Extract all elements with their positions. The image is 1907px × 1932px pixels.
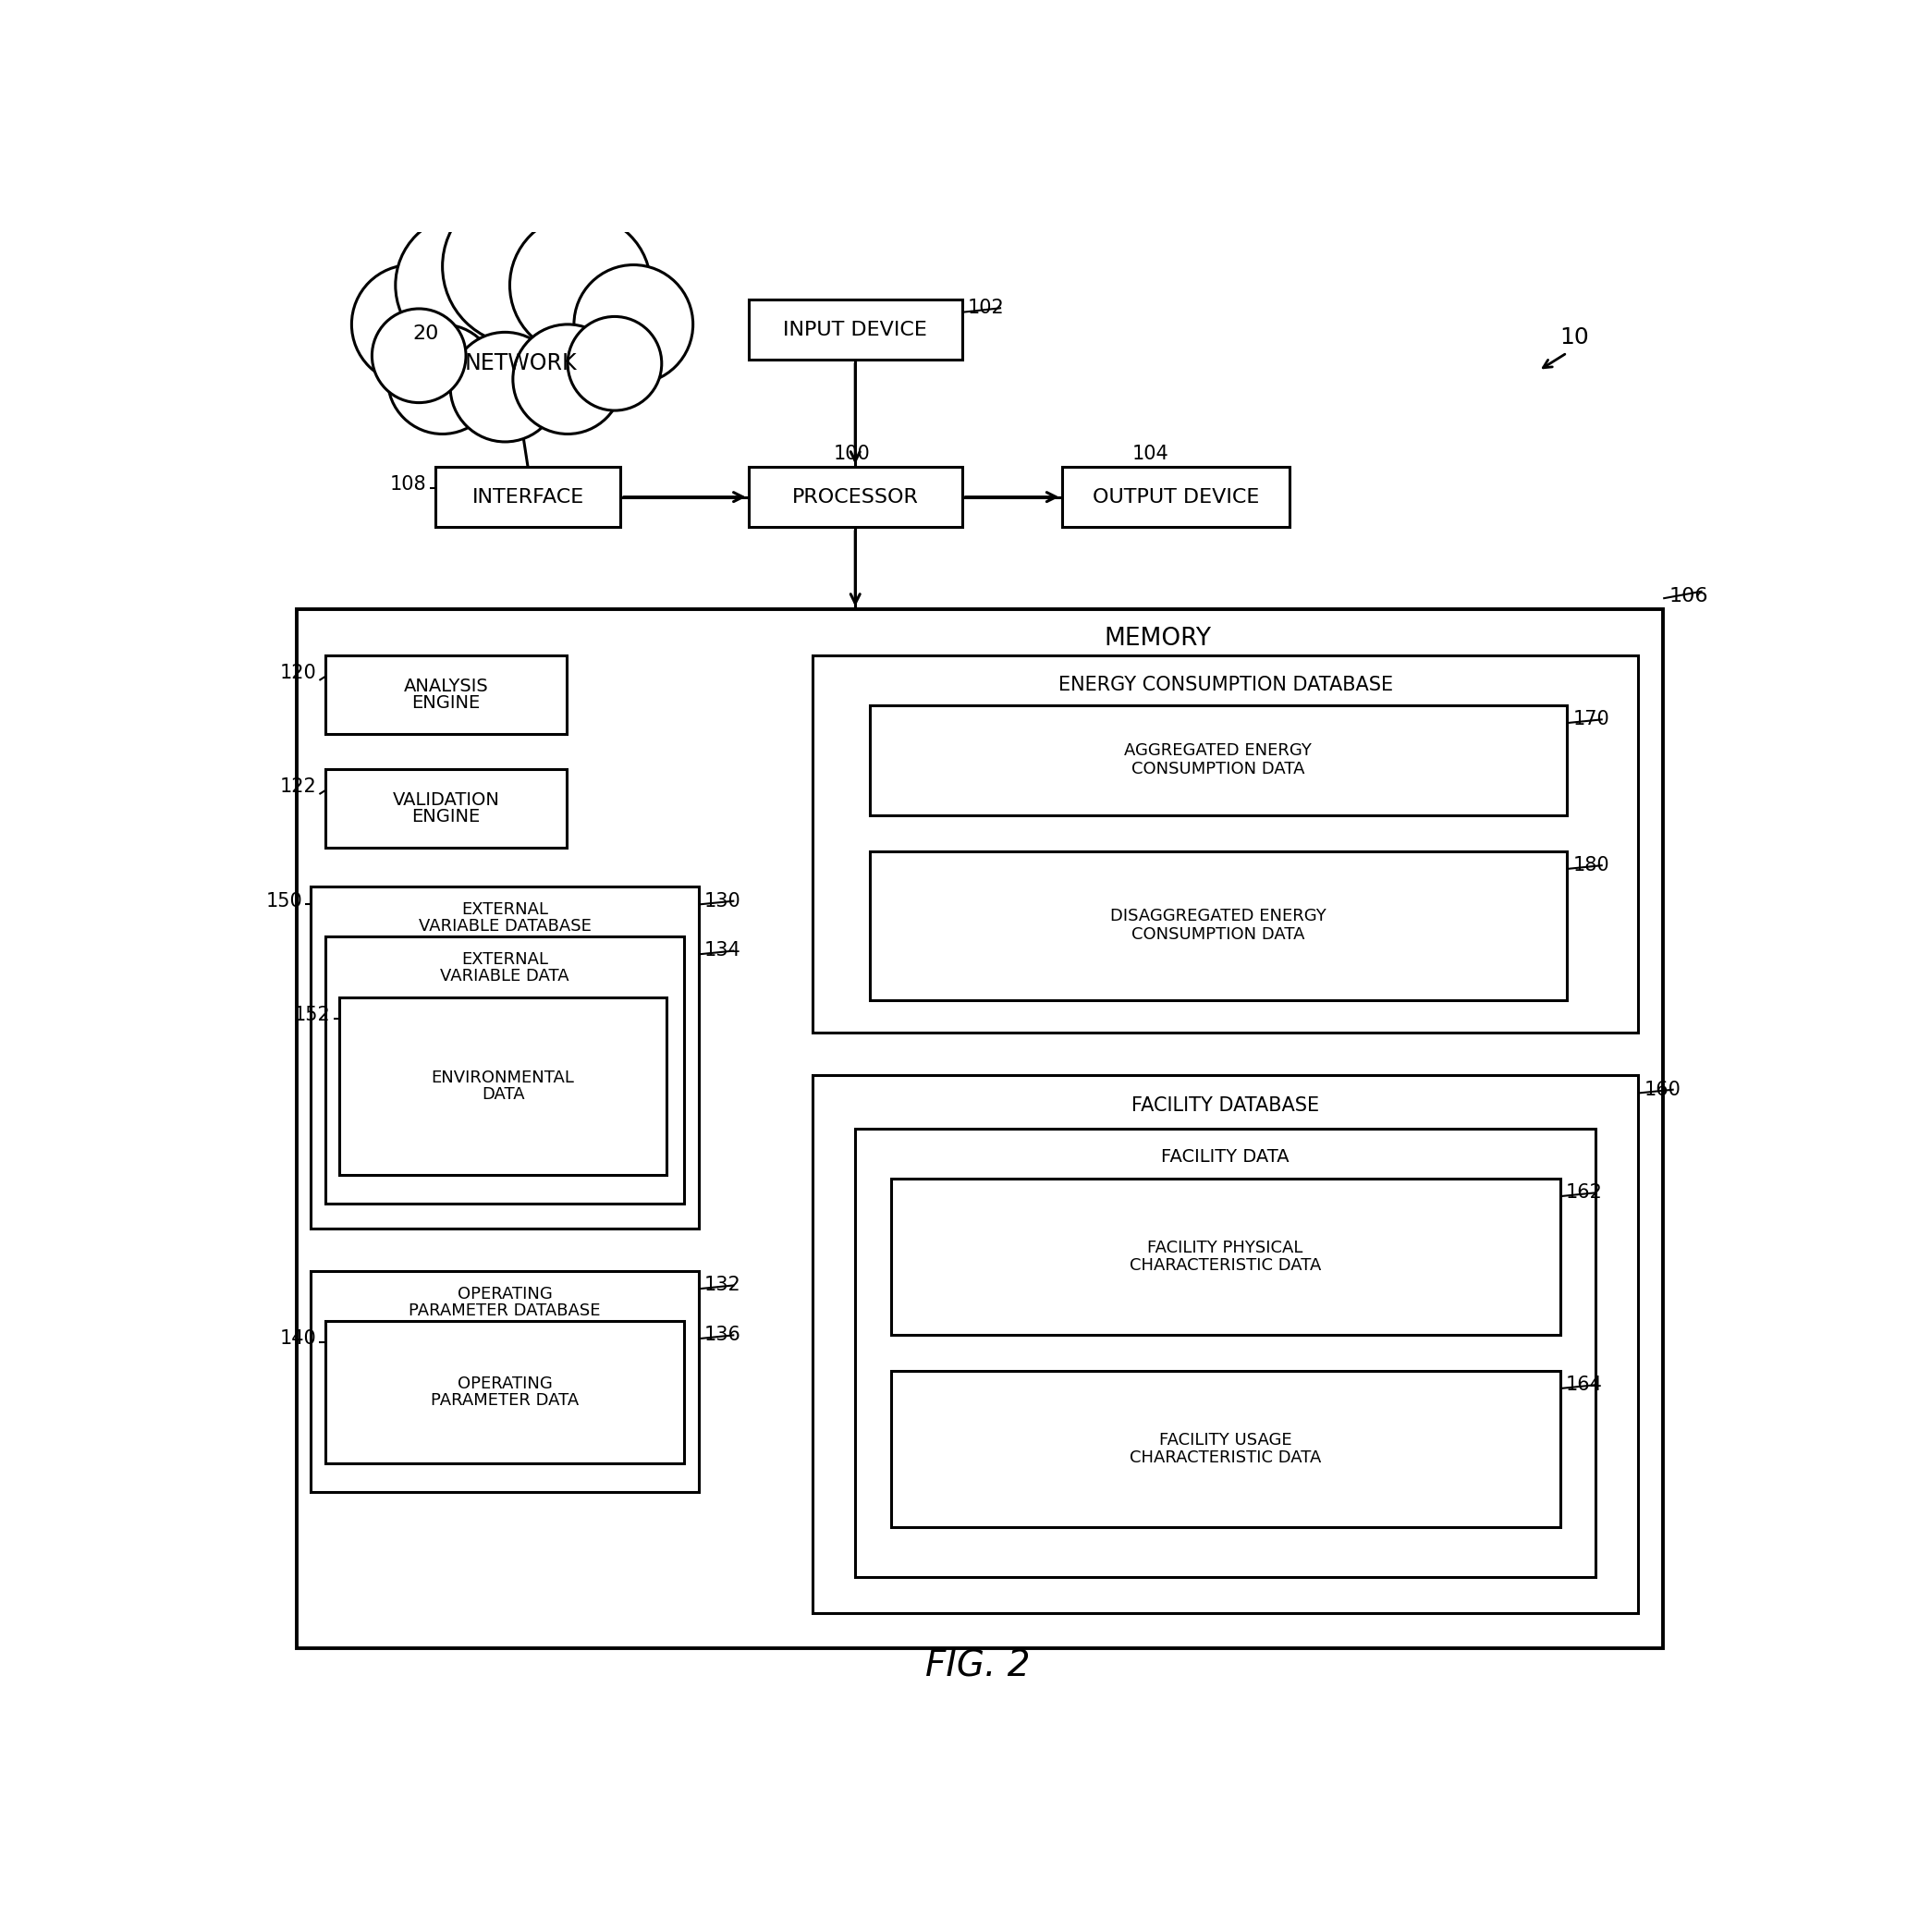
Text: ENVIRONMENTAL: ENVIRONMENTAL <box>431 1068 574 1086</box>
Bar <box>311 887 698 1229</box>
Text: VARIABLE DATABASE: VARIABLE DATABASE <box>418 918 591 935</box>
Text: 180: 180 <box>1573 856 1610 875</box>
Bar <box>324 655 566 734</box>
Text: CHARACTERISTIC DATA: CHARACTERISTIC DATA <box>1129 1449 1322 1466</box>
Text: 108: 108 <box>391 475 427 495</box>
Text: ENGINE: ENGINE <box>412 808 481 825</box>
Bar <box>870 705 1568 815</box>
Circle shape <box>442 187 599 344</box>
Bar <box>324 1321 685 1463</box>
Text: 170: 170 <box>1573 711 1610 728</box>
Text: 20: 20 <box>412 325 439 342</box>
Text: VARIABLE DATA: VARIABLE DATA <box>441 968 570 985</box>
Text: DISAGGREGATED ENERGY: DISAGGREGATED ENERGY <box>1110 908 1325 923</box>
Text: DATA: DATA <box>481 1086 524 1103</box>
Text: 100: 100 <box>833 444 870 464</box>
Text: CONSUMPTION DATA: CONSUMPTION DATA <box>1131 761 1304 777</box>
Text: 162: 162 <box>1566 1184 1602 1202</box>
Bar <box>812 1076 1638 1613</box>
Text: OUTPUT DEVICE: OUTPUT DEVICE <box>1093 487 1259 506</box>
Bar <box>311 1271 698 1492</box>
Circle shape <box>351 265 471 384</box>
Text: EXTERNAL: EXTERNAL <box>461 951 547 968</box>
Bar <box>435 468 620 527</box>
Text: OPERATING: OPERATING <box>458 1285 553 1302</box>
Bar <box>891 1179 1560 1335</box>
Text: ANALYSIS: ANALYSIS <box>404 678 488 696</box>
Circle shape <box>387 325 498 435</box>
Circle shape <box>509 214 650 355</box>
Bar <box>854 1128 1596 1577</box>
Bar <box>870 852 1568 1001</box>
Bar <box>339 997 667 1175</box>
Circle shape <box>513 325 622 435</box>
Text: 104: 104 <box>1133 444 1169 464</box>
Text: INTERFACE: INTERFACE <box>471 487 584 506</box>
Text: 134: 134 <box>704 941 742 960</box>
Bar <box>812 655 1638 1032</box>
Text: FACILITY DATA: FACILITY DATA <box>1161 1148 1289 1165</box>
Text: VALIDATION: VALIDATION <box>393 790 500 810</box>
Text: ENGINE: ENGINE <box>412 694 481 711</box>
Text: FACILITY USAGE: FACILITY USAGE <box>1159 1432 1291 1449</box>
Text: AGGREGATED ENERGY: AGGREGATED ENERGY <box>1125 742 1312 759</box>
Text: FIG. 2: FIG. 2 <box>925 1648 1030 1683</box>
Text: 120: 120 <box>280 665 317 682</box>
Text: MEMORY: MEMORY <box>1104 628 1211 651</box>
Bar <box>324 937 685 1204</box>
Text: 122: 122 <box>280 779 317 796</box>
Text: 10: 10 <box>1560 327 1589 348</box>
Bar <box>749 468 961 527</box>
Circle shape <box>372 309 465 402</box>
Text: PARAMETER DATA: PARAMETER DATA <box>431 1393 580 1408</box>
Text: PROCESSOR: PROCESSOR <box>791 487 919 506</box>
Text: 152: 152 <box>294 1005 330 1024</box>
Text: EXTERNAL: EXTERNAL <box>461 900 547 918</box>
Text: 160: 160 <box>1644 1080 1680 1099</box>
Text: 132: 132 <box>704 1275 742 1294</box>
Bar <box>891 1370 1560 1528</box>
Text: 136: 136 <box>704 1325 742 1345</box>
Circle shape <box>450 332 561 442</box>
Bar <box>324 769 566 848</box>
Text: FACILITY PHYSICAL: FACILITY PHYSICAL <box>1148 1240 1302 1256</box>
Text: 130: 130 <box>704 893 742 910</box>
Text: OPERATING: OPERATING <box>458 1376 553 1391</box>
Text: 102: 102 <box>967 299 1005 317</box>
Text: INPUT DEVICE: INPUT DEVICE <box>784 321 927 338</box>
Bar <box>1062 468 1289 527</box>
Bar <box>296 609 1663 1648</box>
Text: CONSUMPTION DATA: CONSUMPTION DATA <box>1131 925 1304 943</box>
Text: 106: 106 <box>1669 587 1709 605</box>
Text: PARAMETER DATABASE: PARAMETER DATABASE <box>408 1302 601 1320</box>
Text: 150: 150 <box>265 893 301 910</box>
Bar <box>749 299 961 359</box>
Text: ENERGY CONSUMPTION DATABASE: ENERGY CONSUMPTION DATABASE <box>1058 676 1392 694</box>
Text: CHARACTERISTIC DATA: CHARACTERISTIC DATA <box>1129 1258 1322 1273</box>
Text: NETWORK: NETWORK <box>465 352 578 375</box>
Text: 164: 164 <box>1566 1376 1602 1395</box>
Text: 140: 140 <box>280 1329 317 1349</box>
Circle shape <box>395 214 536 355</box>
Text: FACILITY DATABASE: FACILITY DATABASE <box>1131 1095 1320 1115</box>
Circle shape <box>574 265 692 384</box>
Circle shape <box>568 317 662 410</box>
